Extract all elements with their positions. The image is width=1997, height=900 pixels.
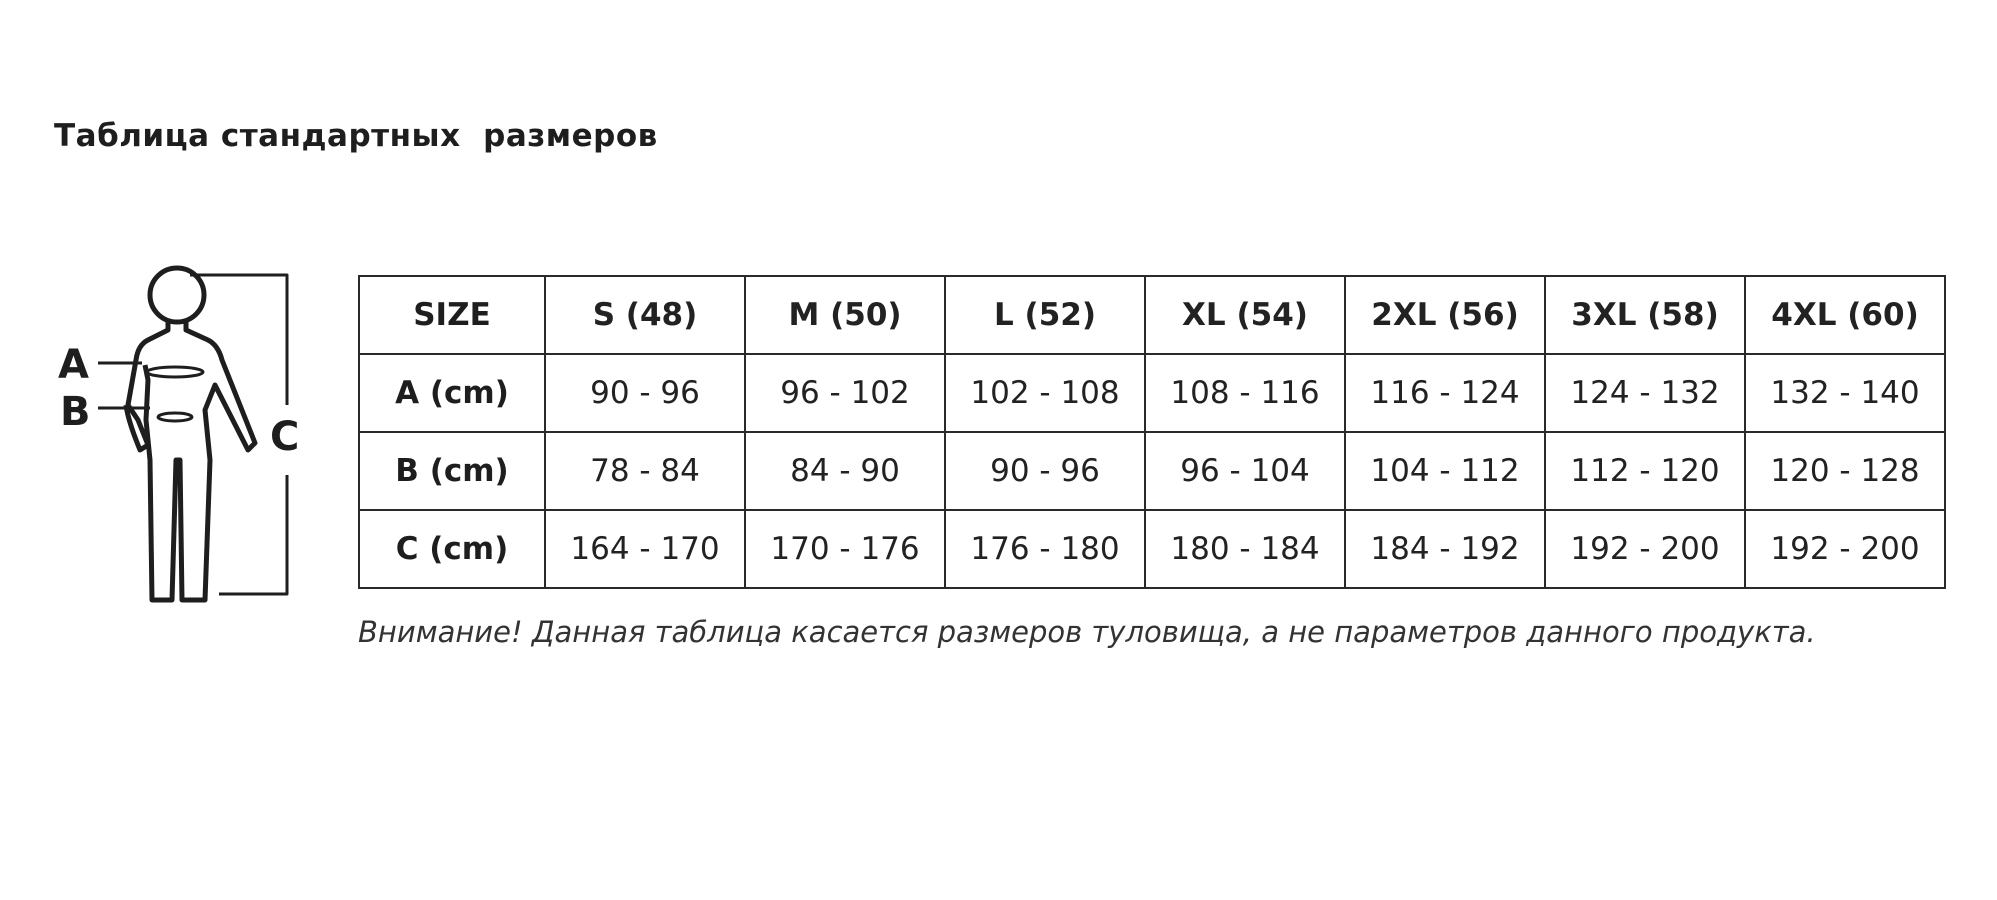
table-row: C (cm) 164 - 170 170 - 176 176 - 180 180… xyxy=(358,509,1946,589)
table-cell: 192 - 200 xyxy=(1544,509,1746,589)
table-cell: 180 - 184 xyxy=(1144,509,1346,589)
row-label: A (cm) xyxy=(358,353,546,433)
table-row: B (cm) 78 - 84 84 - 90 90 - 96 96 - 104 … xyxy=(358,431,1946,511)
table-cell: 90 - 96 xyxy=(544,353,746,433)
label-c: C xyxy=(270,414,299,460)
body-measurement-figure: A B C xyxy=(58,265,299,603)
header-cell: 3XL (58) xyxy=(1544,275,1746,355)
disclaimer-note: Внимание! Данная таблица касается размер… xyxy=(358,615,1816,649)
table-cell: 132 - 140 xyxy=(1744,353,1946,433)
size-table: SIZE S (48) M (50) L (52) XL (54) 2XL (5… xyxy=(358,275,1946,589)
header-cell: SIZE xyxy=(358,275,546,355)
table-cell: 84 - 90 xyxy=(744,431,946,511)
table-cell: 78 - 84 xyxy=(544,431,746,511)
table-cell: 120 - 128 xyxy=(1744,431,1946,511)
table-cell: 102 - 108 xyxy=(944,353,1146,433)
table-cell: 164 - 170 xyxy=(544,509,746,589)
table-row: A (cm) 90 - 96 96 - 102 102 - 108 108 - … xyxy=(358,353,1946,433)
header-cell: L (52) xyxy=(944,275,1146,355)
table-cell: 184 - 192 xyxy=(1344,509,1546,589)
height-bracket xyxy=(190,273,289,596)
table-cell: 108 - 116 xyxy=(1144,353,1346,433)
table-cell: 170 - 176 xyxy=(744,509,946,589)
label-b: B xyxy=(60,389,91,435)
table-cell: 96 - 104 xyxy=(1144,431,1346,511)
header-cell: M (50) xyxy=(744,275,946,355)
row-label: C (cm) xyxy=(358,509,546,589)
label-a: A xyxy=(58,342,89,388)
page-title: Таблица стандартных размеров xyxy=(54,118,658,154)
table-cell: 176 - 180 xyxy=(944,509,1146,589)
table-cell: 96 - 102 xyxy=(744,353,946,433)
header-cell: 4XL (60) xyxy=(1744,275,1946,355)
chest-ellipse xyxy=(145,365,205,379)
waist-ellipse xyxy=(156,411,194,423)
table-cell: 104 - 112 xyxy=(1344,431,1546,511)
table-cell: 112 - 120 xyxy=(1544,431,1746,511)
figure-head xyxy=(147,265,207,325)
figure-body xyxy=(123,320,258,603)
table-cell: 192 - 200 xyxy=(1744,509,1946,589)
header-cell: XL (54) xyxy=(1144,275,1346,355)
table-cell: 116 - 124 xyxy=(1344,353,1546,433)
table-header-row: SIZE S (48) M (50) L (52) XL (54) 2XL (5… xyxy=(358,275,1946,355)
table-cell: 90 - 96 xyxy=(944,431,1146,511)
header-cell: 2XL (56) xyxy=(1344,275,1546,355)
row-label: B (cm) xyxy=(358,431,546,511)
table-cell: 124 - 132 xyxy=(1544,353,1746,433)
header-cell: S (48) xyxy=(544,275,746,355)
